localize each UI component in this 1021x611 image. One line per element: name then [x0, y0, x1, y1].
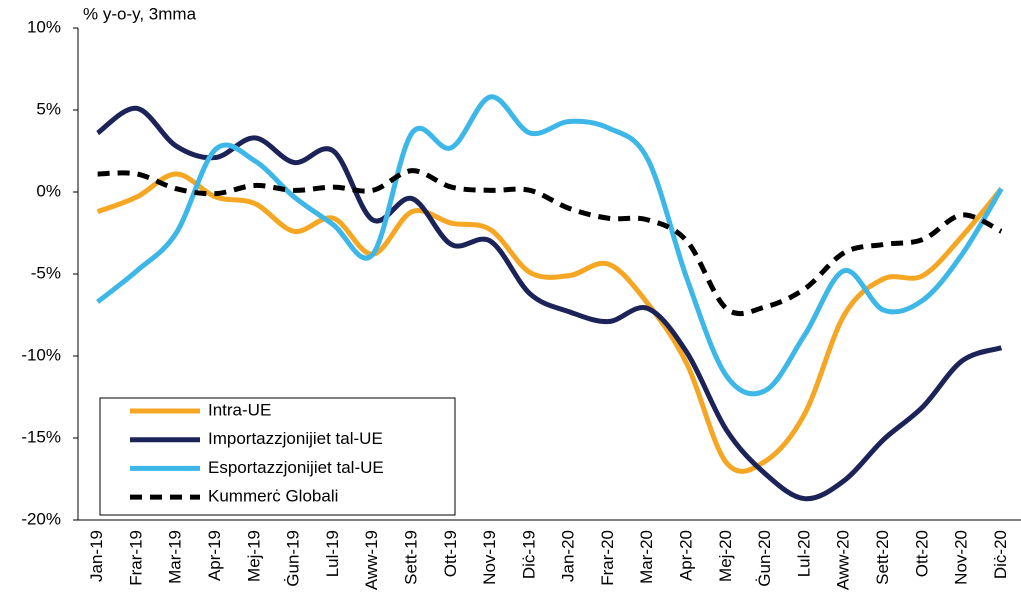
y-tick-label: -15% — [21, 427, 61, 446]
x-tick-label: Mej-19 — [244, 530, 263, 582]
y-tick-label: -5% — [31, 263, 61, 282]
y-tick-label: -20% — [21, 509, 61, 528]
legend-label: Intra-UE — [208, 400, 271, 419]
series-line — [96, 94, 1004, 397]
x-tick-label: Sett-19 — [401, 530, 420, 585]
y-tick-label: 5% — [36, 99, 61, 118]
x-tick-label: Frar-19 — [126, 530, 145, 586]
x-tick-label: Ott-20 — [912, 530, 931, 577]
legend-label: Kummerċ Globali — [208, 487, 338, 506]
x-tick-label: Jan-20 — [559, 530, 578, 582]
series-line — [96, 105, 1003, 502]
legend-label: Importazzjonijiet tal-UE — [208, 429, 383, 448]
x-tick-label: Aww-20 — [834, 530, 853, 590]
x-tick-label: Nov-19 — [480, 530, 499, 585]
x-tick-label: Frar-20 — [598, 530, 617, 586]
x-tick-label: Ott-19 — [441, 530, 460, 577]
x-tick-label: Mar-19 — [166, 530, 185, 584]
x-tick-label: Diċ-19 — [519, 530, 538, 579]
x-tick-label: Sett-20 — [873, 530, 892, 585]
x-tick-label: Jan-19 — [87, 530, 106, 582]
x-tick-label: Aww-19 — [362, 530, 381, 590]
x-tick-label: Apr-20 — [677, 530, 696, 581]
x-tick-label: Nov-20 — [952, 530, 971, 585]
x-tick-label: Ġun-20 — [754, 530, 774, 587]
x-tick-label: Mej-20 — [716, 530, 735, 582]
y-tick-label: -10% — [21, 345, 61, 364]
legend: Intra-UE Importazzjonijiet tal-UE Esportaz… — [99, 397, 456, 516]
x-tick-label: Mar-20 — [637, 530, 656, 584]
x-tick-label: Ġun-19 — [283, 530, 303, 587]
x-tick-label: Diċ-20 — [991, 530, 1010, 579]
y-tick-label: 10% — [27, 17, 61, 36]
x-tick-label: Lul-19 — [323, 530, 342, 577]
legend-label: Esportazzjonijiet tal-UE — [208, 458, 384, 477]
series-line — [96, 171, 1004, 474]
x-tick-label: Apr-19 — [205, 530, 224, 581]
y-axis-label: % y-o-y, 3mma — [83, 4, 197, 23]
series-line — [97, 168, 1003, 317]
y-tick-label: 0% — [36, 181, 61, 200]
x-tick-label: Lul-20 — [794, 530, 813, 577]
